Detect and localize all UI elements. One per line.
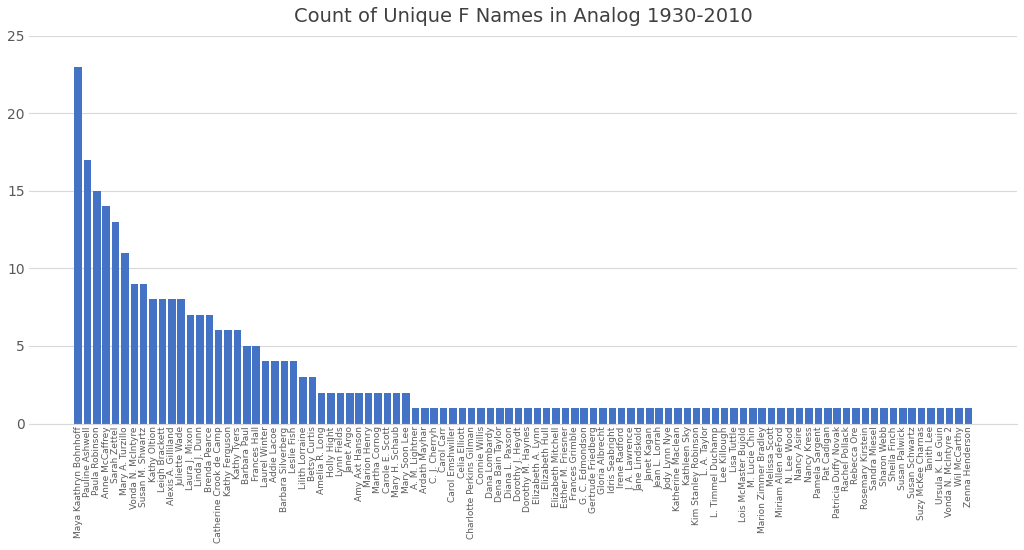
Bar (177, 299, 185, 424)
Bar (899, 408, 906, 424)
Bar (843, 408, 850, 424)
Bar (581, 408, 588, 424)
Bar (571, 408, 579, 424)
Bar (515, 408, 522, 424)
Bar (243, 346, 251, 424)
Bar (308, 377, 316, 424)
Bar (355, 393, 362, 424)
Bar (712, 408, 719, 424)
Bar (450, 408, 457, 424)
Bar (337, 393, 344, 424)
Bar (459, 408, 466, 424)
Bar (881, 408, 888, 424)
Bar (215, 331, 222, 424)
Bar (384, 393, 391, 424)
Bar (477, 408, 484, 424)
Bar (786, 408, 794, 424)
Bar (102, 206, 110, 424)
Bar (393, 393, 400, 424)
Bar (937, 408, 944, 424)
Bar (721, 408, 728, 424)
Bar (824, 408, 831, 424)
Bar (252, 346, 260, 424)
Bar (430, 408, 438, 424)
Bar (197, 315, 204, 424)
Bar (496, 408, 504, 424)
Bar (608, 408, 616, 424)
Bar (440, 408, 447, 424)
Bar (796, 408, 804, 424)
Bar (374, 393, 382, 424)
Bar (777, 408, 784, 424)
Bar (946, 408, 953, 424)
Bar (543, 408, 551, 424)
Bar (112, 222, 120, 424)
Bar (534, 408, 541, 424)
Bar (402, 393, 410, 424)
Bar (768, 408, 775, 424)
Bar (890, 408, 897, 424)
Bar (412, 408, 419, 424)
Bar (852, 408, 860, 424)
Bar (271, 361, 279, 424)
Bar (150, 299, 157, 424)
Bar (421, 408, 429, 424)
Bar (599, 408, 606, 424)
Bar (665, 408, 673, 424)
Bar (759, 408, 766, 424)
Bar (365, 393, 373, 424)
Bar (908, 408, 915, 424)
Bar (871, 408, 879, 424)
Bar (84, 160, 91, 424)
Bar (328, 393, 335, 424)
Bar (290, 361, 297, 424)
Bar (552, 408, 560, 424)
Bar (346, 393, 353, 424)
Bar (206, 315, 213, 424)
Bar (693, 408, 700, 424)
Title: Count of Unique F Names in Analog 1930-2010: Count of Unique F Names in Analog 1930-2… (294, 7, 753, 26)
Bar (927, 408, 935, 424)
Bar (562, 408, 569, 424)
Bar (186, 315, 195, 424)
Bar (918, 408, 926, 424)
Bar (468, 408, 475, 424)
Bar (224, 331, 231, 424)
Bar (121, 253, 129, 424)
Bar (159, 299, 166, 424)
Bar (834, 408, 841, 424)
Bar (262, 361, 269, 424)
Bar (168, 299, 175, 424)
Bar (739, 408, 748, 424)
Bar (683, 408, 691, 424)
Bar (730, 408, 738, 424)
Bar (702, 408, 710, 424)
Bar (750, 408, 757, 424)
Bar (955, 408, 963, 424)
Bar (486, 408, 495, 424)
Bar (965, 408, 972, 424)
Bar (93, 191, 100, 424)
Bar (674, 408, 682, 424)
Bar (130, 284, 138, 424)
Bar (299, 377, 307, 424)
Bar (861, 408, 869, 424)
Bar (617, 408, 626, 424)
Bar (506, 408, 513, 424)
Bar (637, 408, 644, 424)
Bar (815, 408, 822, 424)
Bar (655, 408, 663, 424)
Bar (75, 67, 82, 424)
Bar (805, 408, 813, 424)
Bar (140, 284, 147, 424)
Bar (590, 408, 597, 424)
Bar (281, 361, 288, 424)
Bar (233, 331, 241, 424)
Bar (524, 408, 531, 424)
Bar (628, 408, 635, 424)
Bar (646, 408, 653, 424)
Bar (318, 393, 326, 424)
